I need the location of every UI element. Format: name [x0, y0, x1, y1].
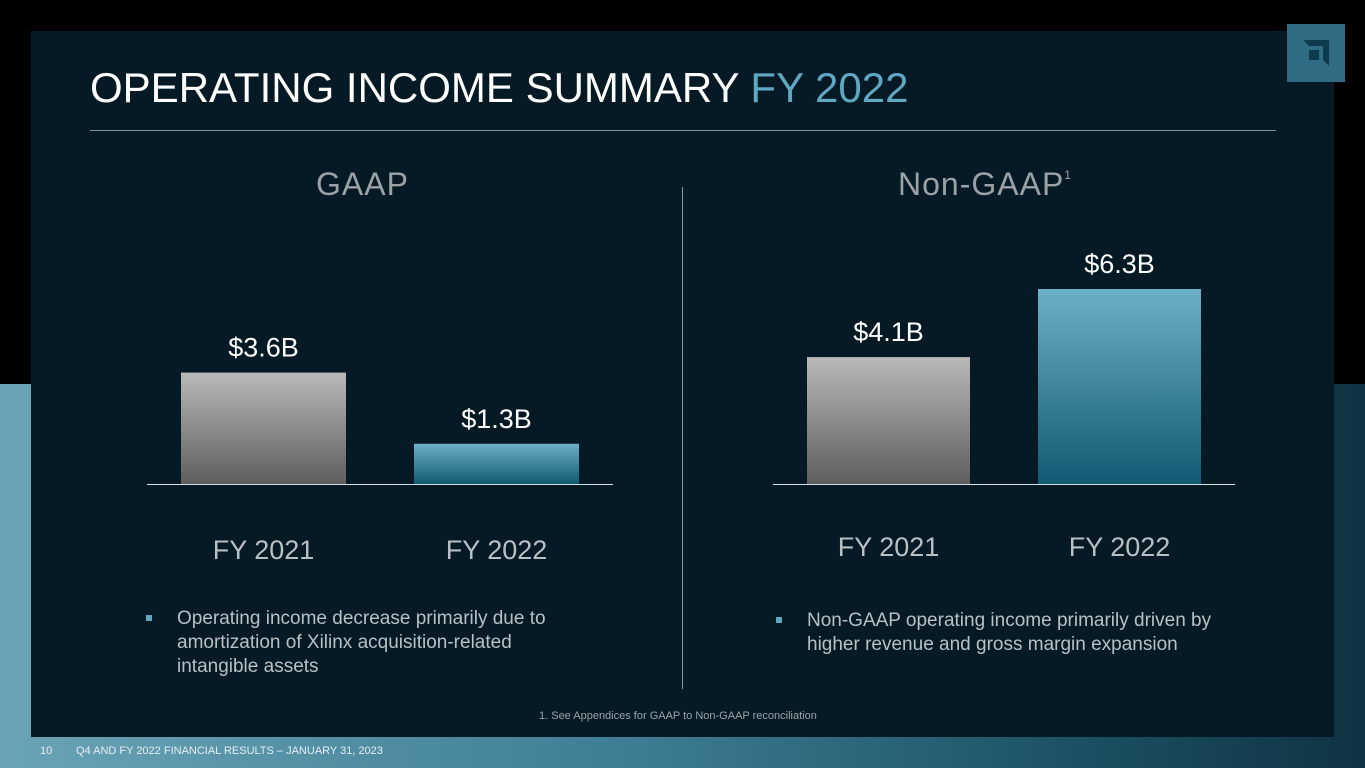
gaap-bullet-text: Operating income decrease primarily due …	[177, 607, 546, 679]
category-label: FY 2022	[446, 535, 548, 565]
data-label: $4.1B	[853, 317, 924, 347]
gaap-bullet-line: intangible assets	[177, 656, 319, 677]
bullet-square-icon	[146, 615, 152, 621]
nongaap-bullet-line: Non-GAAP operating income primarily driv…	[807, 610, 1212, 631]
data-label: $3.6B	[228, 333, 299, 363]
nongaap-bullet-line: higher revenue and gross margin expansio…	[807, 634, 1178, 655]
nongaap-footnote-mark: 1	[1064, 168, 1071, 182]
title-divider	[90, 130, 1276, 131]
nongaap-heading: Non-GAAP1	[898, 166, 1071, 203]
footer-text: Q4 AND FY 2022 FINANCIAL RESULTS – JANUA…	[76, 745, 383, 757]
footnote: 1. See Appendices for GAAP to Non-GAAP r…	[539, 710, 817, 722]
category-label: FY 2022	[1069, 532, 1171, 562]
bar-nongaap-fy-2022	[1038, 289, 1201, 484]
page-number: 10	[40, 745, 53, 757]
category-label: FY 2021	[213, 535, 315, 565]
amd-logo	[1287, 24, 1345, 82]
data-label: $1.3B	[461, 404, 532, 434]
nongaap-heading-text: Non-GAAP	[898, 166, 1065, 202]
data-label: $6.3B	[1084, 249, 1155, 279]
bullet-square-icon	[776, 617, 782, 623]
page-title: OPERATING INCOME SUMMARY FY 2022	[90, 64, 908, 112]
category-label: FY 2021	[838, 532, 940, 562]
gaap-bullet-line: Operating income decrease primarily due …	[177, 608, 546, 629]
gaap-bullet-line: amortization of Xilinx acquisition-relat…	[177, 632, 512, 653]
bar-nongaap-fy-2021	[807, 357, 970, 484]
nongaap-bullet-text: Non-GAAP operating income primarily driv…	[807, 609, 1211, 657]
section-divider	[682, 187, 683, 689]
title-main: OPERATING INCOME SUMMARY	[90, 64, 739, 111]
title-accent: FY 2022	[750, 64, 909, 111]
bar-gaap-fy-2021	[181, 372, 346, 484]
bar-gaap-fy-2022	[414, 443, 579, 484]
gaap-heading: GAAP	[316, 166, 409, 202]
amd-arrow-icon	[1303, 40, 1329, 66]
